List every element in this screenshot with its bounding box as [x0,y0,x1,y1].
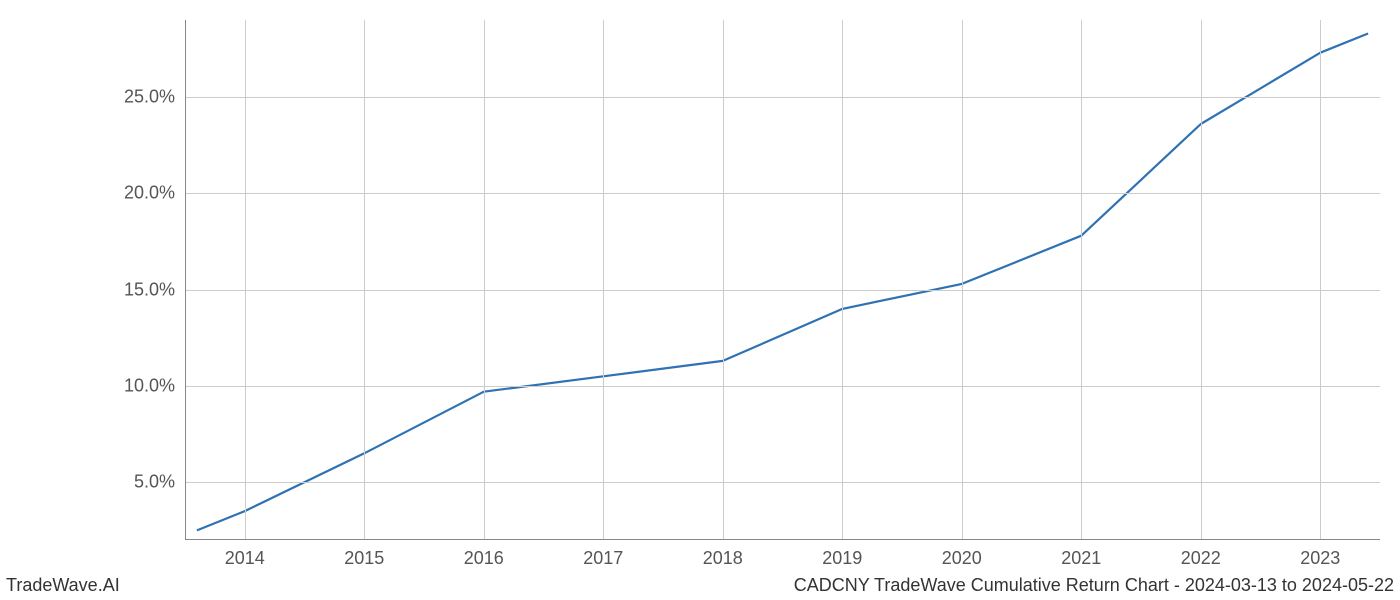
footer-caption: CADCNY TradeWave Cumulative Return Chart… [794,575,1394,596]
y-axis-line [185,20,186,540]
footer-brand: TradeWave.AI [6,575,120,596]
x-tick-label: 2017 [583,548,623,569]
x-tick-label: 2022 [1181,548,1221,569]
x-tick-label: 2015 [344,548,384,569]
y-tick-label: 20.0% [110,183,175,204]
y-tick-label: 15.0% [110,279,175,300]
grid-line-horizontal [185,386,1380,387]
y-tick-label: 5.0% [110,472,175,493]
x-tick-label: 2019 [822,548,862,569]
x-tick-label: 2021 [1061,548,1101,569]
grid-line-horizontal [185,97,1380,98]
x-axis-line [185,539,1380,540]
grid-line-horizontal [185,290,1380,291]
x-tick-label: 2014 [225,548,265,569]
x-tick-label: 2023 [1300,548,1340,569]
y-tick-label: 25.0% [110,87,175,108]
chart-container: TradeWave.AI CADCNY TradeWave Cumulative… [0,0,1400,600]
grid-line-horizontal [185,482,1380,483]
series-line-cumulative_return [197,34,1368,531]
x-tick-label: 2018 [703,548,743,569]
x-tick-label: 2020 [942,548,982,569]
y-tick-label: 10.0% [110,375,175,396]
x-tick-label: 2016 [464,548,504,569]
grid-line-horizontal [185,193,1380,194]
plot-area [185,20,1380,540]
